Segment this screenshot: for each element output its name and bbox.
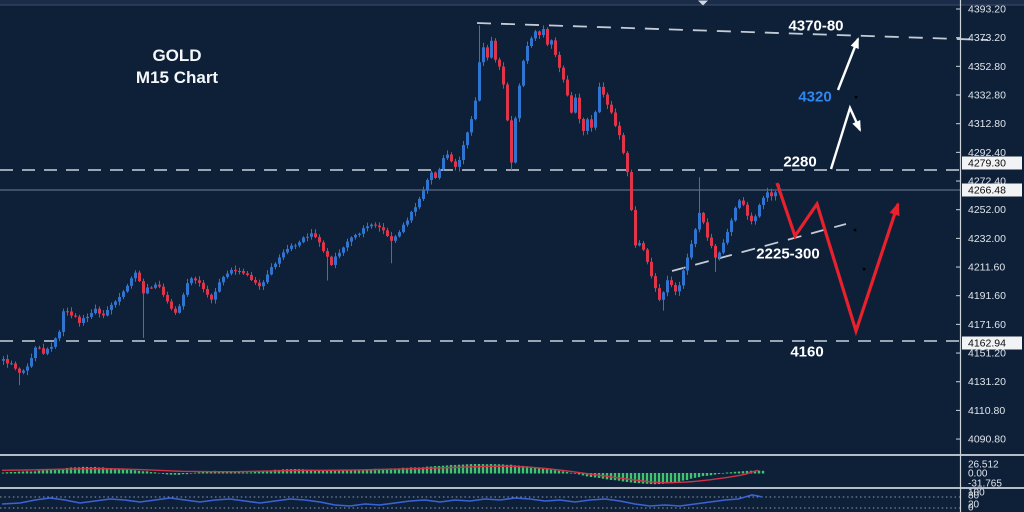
indicator-scale-label: 0 — [968, 503, 974, 512]
indicator-scale-label: -31.765 — [968, 479, 1002, 490]
price-tag-box — [962, 156, 1022, 170]
price-level-lines — [0, 169, 960, 342]
price-scale-label: 4312.80 — [968, 118, 1006, 130]
price-scale-label: 4352.80 — [968, 61, 1006, 73]
price-tag-box — [962, 183, 1022, 197]
trade-idea-arrows — [829, 37, 862, 170]
panel-dividers — [0, 454, 1024, 489]
bar-position-marker-icon — [698, 0, 708, 6]
price-scale-label: 4292.40 — [968, 147, 1006, 159]
price-scale-label: 4211.60 — [968, 262, 1005, 274]
candlestick-series[interactable] — [2, 25, 781, 386]
indicator-scale-label: 20 — [968, 500, 980, 511]
price-tag-label: 4279.30 — [968, 158, 1006, 170]
indicator-scale-label: 100 — [968, 488, 985, 499]
window-top-strip — [0, 0, 1024, 6]
price-scale-label: 4332.80 — [968, 90, 1006, 102]
price-scale-label: 4373.20 — [968, 32, 1006, 44]
price-scale-label: 4252.00 — [968, 204, 1006, 216]
stochastic-main-line — [1, 494, 763, 507]
price-scale-label: 4191.60 — [968, 290, 1006, 302]
object-anchor-dots — [853, 95, 866, 271]
price-scale-label: 4151.20 — [968, 348, 1006, 360]
trendlines — [476, 22, 989, 272]
price-scale-label: 4131.20 — [968, 376, 1006, 388]
stochastic-panel[interactable] — [0, 494, 960, 509]
macd-signal-line — [1, 465, 759, 484]
price-scale-label: 4110.80 — [968, 405, 1005, 417]
price-scale-label: 4232.00 — [968, 233, 1006, 245]
price-scale-label: 4393.20 — [968, 4, 1006, 16]
indicator-scale-label: 80 — [968, 491, 980, 502]
price-scale-label: 4090.80 — [968, 434, 1006, 446]
macd-histogram-panel[interactable] — [1, 463, 765, 485]
indicator-scale-label: 26.512 — [968, 460, 999, 471]
price-tag-box — [962, 336, 1022, 350]
projection-path — [775, 182, 900, 337]
indicator-scale-label: 0.00 — [968, 469, 988, 480]
price-scale-label: 4171.60 — [968, 319, 1006, 331]
price-tag-label: 4266.48 — [968, 185, 1006, 197]
price-tag-label: 4162.94 — [968, 338, 1006, 350]
price-axis[interactable]: 4393.20 4373.20 4352.80 4332.80 4312.80 4292.… — [956, 0, 1022, 512]
